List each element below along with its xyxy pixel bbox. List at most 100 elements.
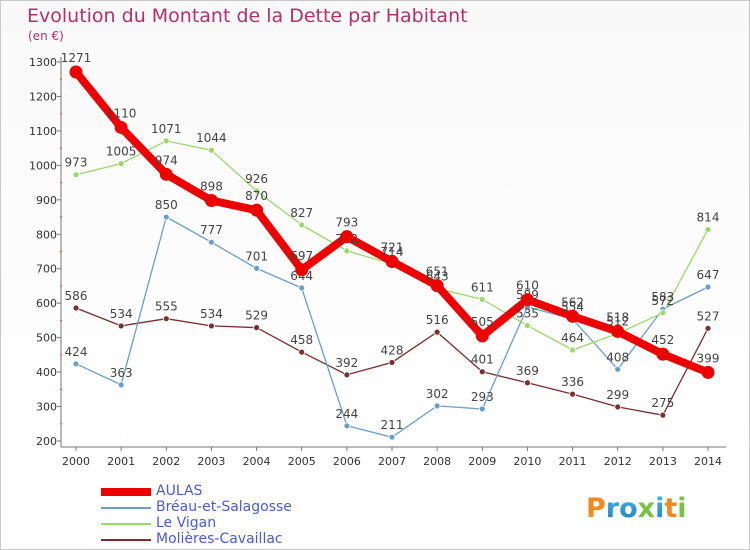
data-label-le-vigan: 512 bbox=[606, 315, 629, 329]
data-point-le-vigan bbox=[162, 137, 170, 145]
x-tick-label: 2010 bbox=[513, 455, 541, 468]
data-label-aulas: 518 bbox=[606, 310, 629, 324]
data-label-aulas: 651 bbox=[426, 265, 449, 279]
data-label-breau-et-salagosse: 850 bbox=[155, 198, 178, 212]
data-point-le-vigan bbox=[72, 171, 80, 179]
data-label-aulas: 1271 bbox=[61, 51, 92, 65]
data-point-le-vigan bbox=[343, 247, 351, 255]
y-tick-label: 900 bbox=[36, 194, 57, 207]
x-tick-label: 2000 bbox=[62, 455, 90, 468]
data-point-molieres-cavaillac bbox=[524, 379, 531, 387]
data-label-breau-et-salagosse: 647 bbox=[697, 268, 720, 282]
data-point-breau-et-salagosse bbox=[388, 433, 396, 441]
data-label-aulas: 1110 bbox=[106, 106, 137, 120]
data-label-molieres-cavaillac: 534 bbox=[110, 307, 133, 321]
data-point-le-vigan bbox=[478, 295, 486, 303]
y-tick-label: 1000 bbox=[29, 159, 57, 172]
data-point-breau-et-salagosse bbox=[704, 283, 712, 291]
data-point-breau-et-salagosse bbox=[478, 405, 486, 413]
data-label-breau-et-salagosse: 244 bbox=[335, 407, 358, 421]
data-point-molieres-cavaillac bbox=[162, 315, 170, 323]
y-tick-label: 800 bbox=[36, 228, 57, 241]
data-label-molieres-cavaillac: 458 bbox=[290, 333, 313, 347]
x-tick-label: 2001 bbox=[107, 455, 135, 468]
data-label-le-vigan: 1071 bbox=[151, 122, 182, 136]
legend-label-aulas: AULAS bbox=[156, 483, 203, 499]
legend-swatch-le-vigan bbox=[101, 523, 151, 525]
data-label-le-vigan: 643 bbox=[426, 269, 449, 283]
data-point-aulas bbox=[385, 254, 399, 268]
data-label-le-vigan: 611 bbox=[471, 280, 494, 294]
data-label-le-vigan: 572 bbox=[651, 294, 674, 308]
data-point-aulas bbox=[250, 203, 264, 217]
data-label-breau-et-salagosse: 777 bbox=[200, 223, 223, 237]
data-label-aulas: 505 bbox=[471, 315, 494, 329]
legend-label-molieres-cavaillac: Molières-Cavaillac bbox=[156, 531, 283, 547]
data-label-le-vigan: 714 bbox=[381, 245, 404, 259]
data-label-breau-et-salagosse: 363 bbox=[110, 366, 133, 380]
data-label-le-vigan: 464 bbox=[561, 331, 584, 345]
data-label-aulas: 870 bbox=[245, 189, 268, 203]
y-tick-label: 300 bbox=[36, 401, 57, 414]
data-point-aulas bbox=[159, 167, 173, 181]
x-tick-label: 2004 bbox=[243, 455, 271, 468]
data-point-aulas bbox=[430, 279, 444, 293]
data-point-breau-et-salagosse bbox=[253, 264, 260, 272]
data-point-molieres-cavaillac bbox=[569, 390, 576, 398]
y-tick-label: 700 bbox=[36, 263, 57, 276]
data-point-le-vigan bbox=[704, 226, 712, 233]
data-point-aulas bbox=[114, 120, 128, 134]
legend-label-breau-et-salagosse: Bréau-et-Salagosse bbox=[156, 499, 292, 515]
data-point-molieres-cavaillac bbox=[478, 368, 486, 376]
data-label-le-vigan: 1005 bbox=[106, 145, 137, 159]
data-label-breau-et-salagosse: 424 bbox=[65, 345, 88, 359]
data-point-molieres-cavaillac bbox=[298, 348, 306, 356]
y-tick-label: 500 bbox=[36, 332, 57, 345]
data-point-aulas bbox=[340, 230, 354, 244]
data-label-aulas: 562 bbox=[561, 295, 584, 309]
x-tick-label: 2014 bbox=[694, 455, 722, 468]
x-tick-label: 2012 bbox=[604, 455, 632, 468]
data-point-aulas bbox=[611, 324, 625, 338]
data-label-molieres-cavaillac: 428 bbox=[381, 343, 404, 357]
data-point-molieres-cavaillac bbox=[208, 322, 215, 330]
data-point-le-vigan bbox=[208, 146, 215, 154]
y-tick-label: 600 bbox=[36, 297, 57, 310]
line-chart: 200 300 400 500 600 700 800 900 1000 1100 1200 1300… bbox=[29, 51, 726, 468]
data-point-breau-et-salagosse bbox=[162, 213, 170, 221]
data-point-aulas bbox=[701, 365, 715, 379]
chart-title: Evolution du Montant de la Dette par Hab… bbox=[27, 5, 468, 27]
data-label-aulas: 697 bbox=[290, 249, 313, 263]
data-point-aulas bbox=[566, 309, 580, 323]
data-point-le-vigan bbox=[524, 322, 531, 329]
data-point-le-vigan bbox=[298, 221, 306, 229]
data-point-molieres-cavaillac bbox=[433, 328, 441, 336]
x-tick-label: 2002 bbox=[152, 455, 180, 468]
data-label-molieres-cavaillac: 529 bbox=[245, 309, 268, 323]
legend-item-molieres-cavaillac: Molières-Cavaillac bbox=[101, 531, 361, 548]
data-label-aulas: 898 bbox=[200, 180, 223, 194]
y-tick-label: 1300 bbox=[29, 56, 57, 69]
data-point-breau-et-salagosse bbox=[433, 402, 441, 410]
data-point-aulas bbox=[520, 293, 534, 307]
data-label-molieres-cavaillac: 555 bbox=[155, 300, 178, 314]
svg-text:Proxiti: Proxiti bbox=[586, 493, 687, 524]
data-point-molieres-cavaillac bbox=[343, 371, 351, 379]
data-label-molieres-cavaillac: 516 bbox=[426, 313, 449, 327]
data-point-breau-et-salagosse bbox=[343, 422, 351, 430]
data-label-le-vigan: 535 bbox=[516, 307, 539, 321]
legend-swatch-breau-et-salagosse bbox=[101, 507, 151, 509]
data-point-molieres-cavaillac bbox=[117, 322, 125, 330]
x-tick-label: 2006 bbox=[333, 455, 361, 468]
data-label-breau-et-salagosse: 583 bbox=[651, 290, 674, 304]
data-point-molieres-cavaillac bbox=[704, 324, 712, 332]
y-tick-label: 200 bbox=[36, 435, 57, 448]
data-label-breau-et-salagosse: 302 bbox=[426, 387, 449, 401]
data-label-molieres-cavaillac: 336 bbox=[561, 375, 584, 389]
y-tick-label: 1100 bbox=[29, 125, 57, 138]
data-label-le-vigan: 926 bbox=[245, 172, 268, 186]
data-point-molieres-cavaillac bbox=[388, 359, 396, 366]
x-tick-label: 2008 bbox=[423, 455, 451, 468]
data-point-aulas bbox=[656, 347, 670, 361]
data-label-le-vigan: 827 bbox=[290, 206, 313, 220]
